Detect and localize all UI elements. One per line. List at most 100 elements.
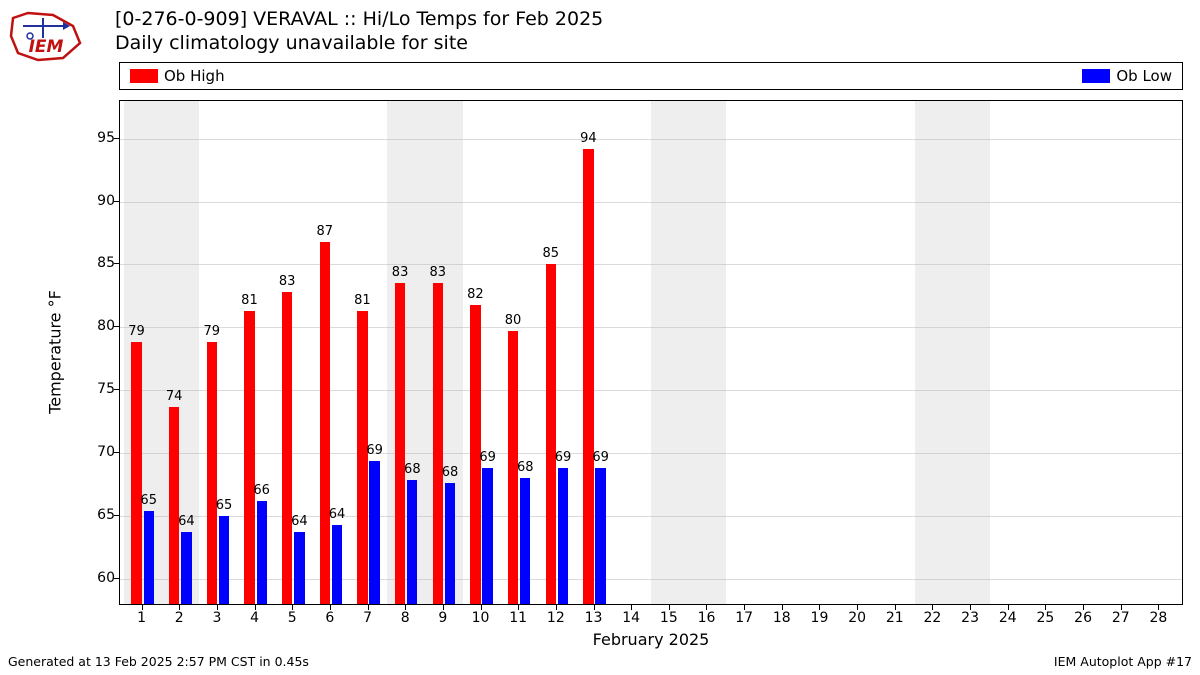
x-tick-label: 18	[773, 610, 791, 626]
gridline	[120, 453, 1182, 454]
gridline	[120, 327, 1182, 328]
x-tick-mark	[1121, 605, 1122, 610]
x-tick-mark	[1045, 605, 1046, 610]
x-tick-label: 24	[999, 610, 1017, 626]
bar-label-low: 64	[327, 507, 347, 522]
x-tick-mark	[1083, 605, 1084, 610]
footer-app: IEM Autoplot App #17	[1054, 654, 1192, 669]
bar-high	[395, 283, 405, 604]
bar-high	[433, 283, 443, 604]
weekend-band	[915, 101, 990, 604]
x-tick-label: 6	[325, 610, 334, 626]
x-tick-label: 17	[735, 610, 753, 626]
bar-low	[144, 511, 154, 604]
bar-label-high: 74	[164, 389, 184, 404]
y-tick-label: 70	[75, 444, 115, 460]
bar-low	[257, 501, 267, 604]
x-tick-mark	[819, 605, 820, 610]
bar-low	[332, 525, 342, 604]
gridline	[120, 264, 1182, 265]
x-tick-label: 27	[1112, 610, 1130, 626]
y-tick-label: 75	[75, 381, 115, 397]
legend-swatch-high	[130, 69, 158, 83]
bar-label-high: 81	[352, 293, 372, 308]
bar-low	[595, 468, 605, 604]
gridline	[120, 390, 1182, 391]
x-tick-mark	[217, 605, 218, 610]
x-tick-label: 4	[250, 610, 259, 626]
x-tick-label: 12	[547, 610, 565, 626]
bar-low	[482, 468, 492, 604]
bar-label-low: 66	[252, 483, 272, 498]
bar-label-low: 68	[440, 465, 460, 480]
bar-label-high: 81	[239, 293, 259, 308]
footer-generated: Generated at 13 Feb 2025 2:57 PM CST in …	[8, 654, 309, 669]
weekend-band	[651, 101, 726, 604]
bar-high	[282, 292, 292, 604]
x-tick-mark	[405, 605, 406, 610]
bar-label-low: 65	[214, 498, 234, 513]
x-tick-label: 15	[660, 610, 678, 626]
x-tick-mark	[142, 605, 143, 610]
bar-label-high: 79	[202, 324, 222, 339]
x-tick-label: 11	[509, 610, 527, 626]
x-tick-mark	[1158, 605, 1159, 610]
y-tick-mark	[114, 578, 119, 579]
y-tick-label: 60	[75, 570, 115, 586]
bar-label-low: 69	[365, 443, 385, 458]
bar-label-high: 79	[126, 324, 146, 339]
y-tick-mark	[114, 389, 119, 390]
bar-low	[445, 483, 455, 604]
bar-label-high: 82	[465, 287, 485, 302]
gridline	[120, 202, 1182, 203]
x-tick-label: 20	[848, 610, 866, 626]
bar-label-low: 65	[139, 493, 159, 508]
y-tick-mark	[114, 201, 119, 202]
y-tick-mark	[114, 452, 119, 453]
x-tick-mark	[782, 605, 783, 610]
bar-high	[320, 242, 330, 604]
x-tick-mark	[481, 605, 482, 610]
title-line-2: Daily climatology unavailable for site	[115, 32, 603, 56]
x-tick-label: 21	[886, 610, 904, 626]
x-tick-label: 1	[137, 610, 146, 626]
x-tick-mark	[631, 605, 632, 610]
y-axis-label: Temperature °F	[46, 290, 65, 414]
x-tick-label: 13	[585, 610, 603, 626]
bar-label-low: 68	[402, 462, 422, 477]
iem-logo: IEM	[8, 8, 88, 63]
legend-item-high: Ob High	[130, 67, 225, 85]
bar-label-low: 69	[478, 450, 498, 465]
chart-title: [0-276-0-909] VERAVAL :: Hi/Lo Temps for…	[115, 8, 603, 56]
y-tick-label: 90	[75, 193, 115, 209]
y-tick-label: 80	[75, 318, 115, 334]
x-tick-label: 5	[288, 610, 297, 626]
legend: Ob High Ob Low	[119, 62, 1183, 90]
y-tick-mark	[114, 515, 119, 516]
x-tick-mark	[255, 605, 256, 610]
x-tick-label: 16	[698, 610, 716, 626]
bar-low	[407, 480, 417, 604]
y-tick-mark	[114, 326, 119, 327]
bar-label-high: 94	[578, 131, 598, 146]
x-tick-mark	[669, 605, 670, 610]
bar-low	[558, 468, 568, 604]
x-axis-label: February 2025	[593, 630, 710, 649]
x-tick-mark	[1008, 605, 1009, 610]
x-tick-label: 7	[363, 610, 372, 626]
x-tick-label: 10	[472, 610, 490, 626]
x-tick-label: 28	[1149, 610, 1167, 626]
x-tick-label: 8	[401, 610, 410, 626]
x-tick-mark	[556, 605, 557, 610]
y-tick-label: 85	[75, 255, 115, 271]
bar-high	[169, 407, 179, 604]
y-tick-mark	[114, 138, 119, 139]
bar-low	[181, 532, 191, 604]
x-tick-mark	[857, 605, 858, 610]
y-tick-label: 65	[75, 507, 115, 523]
x-tick-mark	[895, 605, 896, 610]
x-tick-mark	[518, 605, 519, 610]
x-tick-mark	[932, 605, 933, 610]
title-line-1: [0-276-0-909] VERAVAL :: Hi/Lo Temps for…	[115, 8, 603, 32]
svg-text:IEM: IEM	[29, 37, 64, 57]
